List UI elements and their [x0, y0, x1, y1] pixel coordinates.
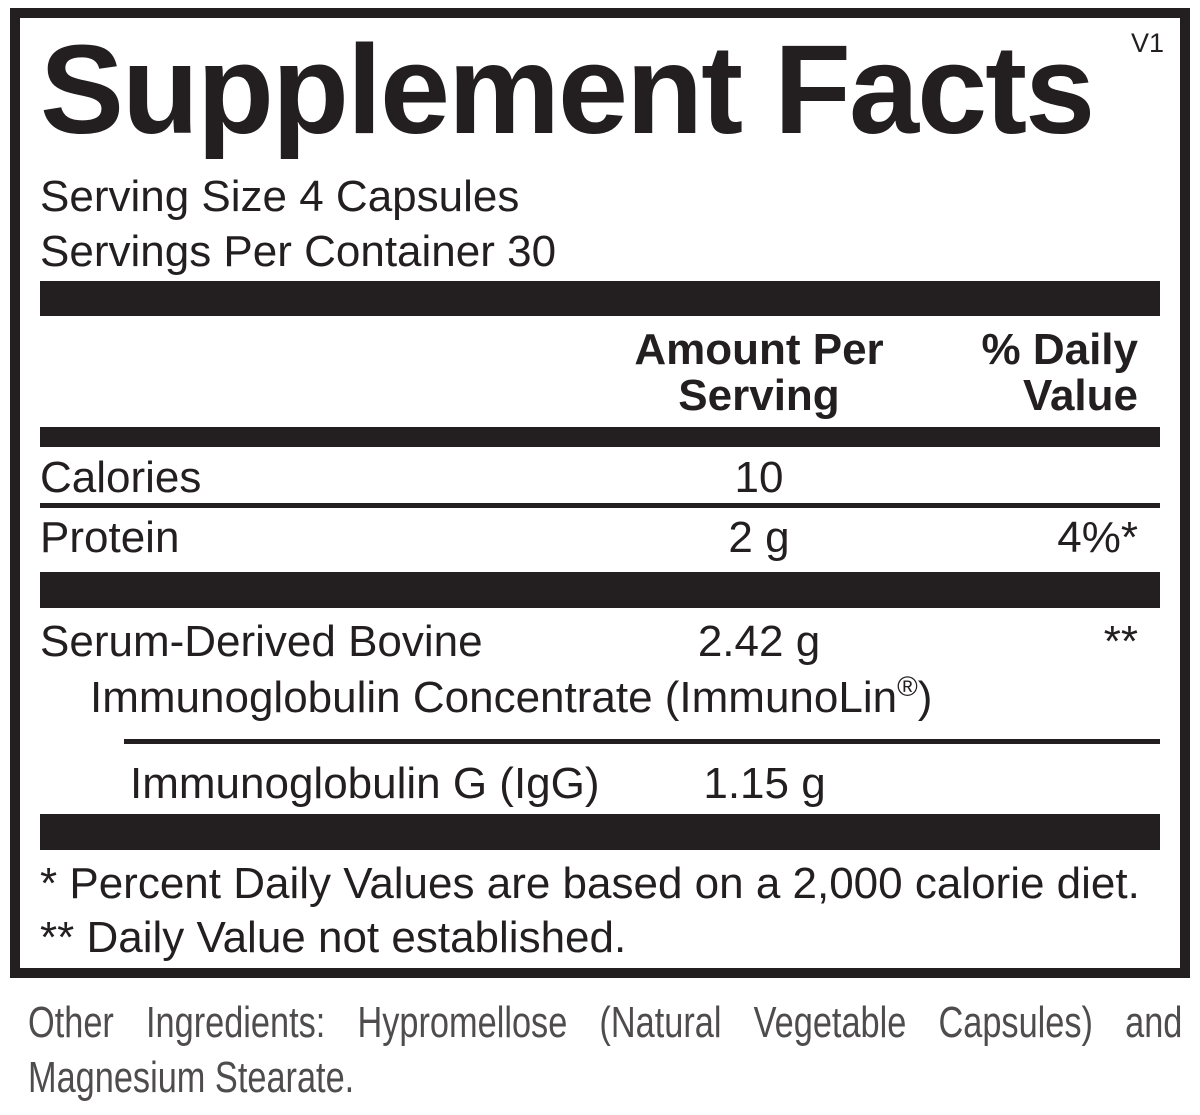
percent-daily-value-header: % Daily Value	[981, 325, 1138, 420]
nutrient-name: Immunoglobulin G (IgG)	[130, 759, 600, 808]
servings-per-container: Servings Per Container 30	[40, 227, 557, 276]
serving-info: Serving Size 4 Capsules Servings Per Con…	[40, 169, 1160, 279]
footnote-not-established: ** Daily Value not established.	[40, 913, 627, 962]
nutrient-name-continued: Immunoglobulin Concentrate (ImmunoLin®)	[90, 671, 933, 722]
nutrient-daily-value: **	[1103, 617, 1138, 666]
serving-size: Serving Size 4 Capsules	[40, 172, 520, 221]
table-row-calories: Calories 10	[40, 453, 1160, 503]
registered-trademark-symbol: ®	[897, 671, 918, 702]
nutrient-amount: 10	[734, 453, 784, 502]
table-row-protein: Protein 2 g 4%*	[40, 513, 1160, 563]
other-ingredients-line2: Magnesium Stearate.	[28, 1053, 355, 1102]
row-separator-line	[40, 503, 1160, 508]
nutrient-amount: 1.15 g	[703, 759, 826, 808]
divider-bar-middle	[40, 572, 1160, 608]
footnotes: * Percent Daily Values are based on a 2,…	[40, 857, 1160, 965]
nutrient-name: Serum-Derived Bovine	[40, 617, 483, 666]
version-label: V1	[1130, 28, 1164, 58]
table-row-serum-immunoglobulin: Serum-Derived Bovine 2.42 g **	[40, 617, 1160, 667]
nutrient-daily-value: 4%*	[1057, 513, 1138, 562]
nutrient-amount: 2.42 g	[697, 617, 821, 666]
other-ingredients-line1: Other Ingredients: Hypromellose (Natural…	[28, 998, 1183, 1047]
divider-bar-top	[40, 281, 1160, 316]
table-row-immunoglobulin-g: Immunoglobulin G (IgG) 1.15 g	[40, 759, 1160, 809]
other-ingredients: Other Ingredients: Hypromellose (Natural…	[28, 995, 1182, 1105]
nutrient-amount: 2 g	[728, 513, 790, 562]
table-header-row: Amount Per Serving % Daily Value	[40, 327, 1160, 419]
sub-row-separator-line	[124, 739, 1160, 744]
footnote-daily-values: * Percent Daily Values are based on a 2,…	[40, 859, 1140, 908]
supplement-facts-panel: V1 Supplement Facts Serving Size 4 Capsu…	[10, 8, 1190, 978]
panel-title: Supplement Facts	[40, 19, 1095, 160]
nutrient-name: Calories	[40, 453, 202, 502]
divider-bar-header	[40, 427, 1160, 447]
divider-bar-bottom	[40, 814, 1160, 850]
amount-per-serving-header: Amount Per Serving	[634, 325, 884, 420]
nutrient-name: Protein	[40, 513, 180, 562]
